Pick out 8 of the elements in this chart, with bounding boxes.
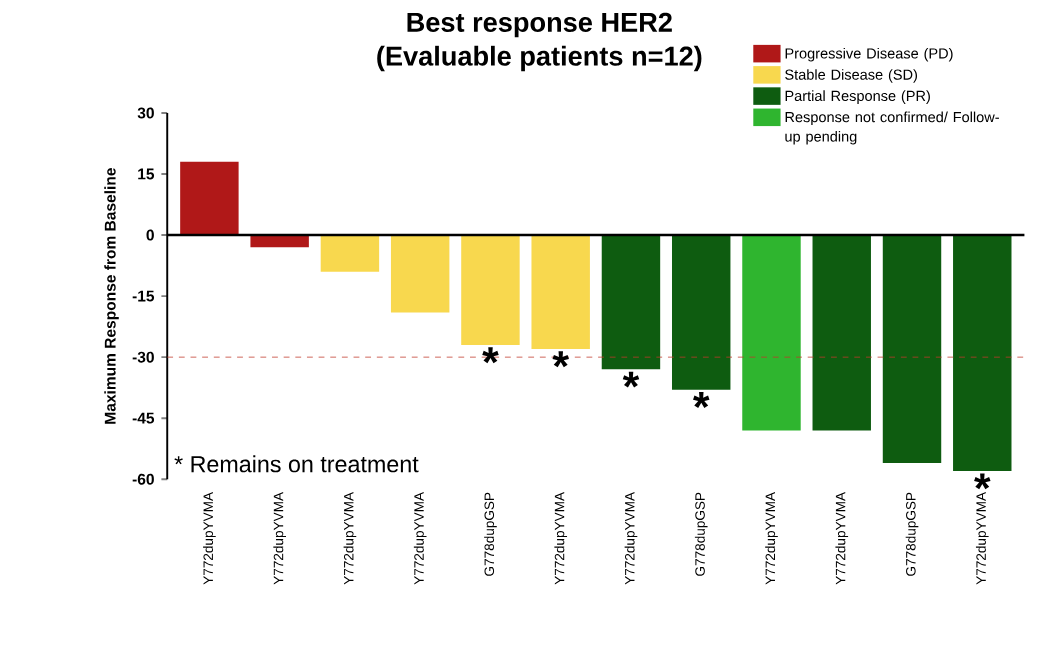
data-label: * (974, 473, 991, 490)
chart-subtitle: (Evaluable patients n=12) (377, 45, 702, 72)
data-label: * (482, 347, 499, 364)
data-label: * (622, 371, 640, 388)
data-label: * (552, 351, 569, 368)
data-label: * (693, 391, 710, 408)
annotation: * Remains on treatment (174, 455, 419, 473)
chart-title: Best response HER2 (407, 12, 672, 38)
